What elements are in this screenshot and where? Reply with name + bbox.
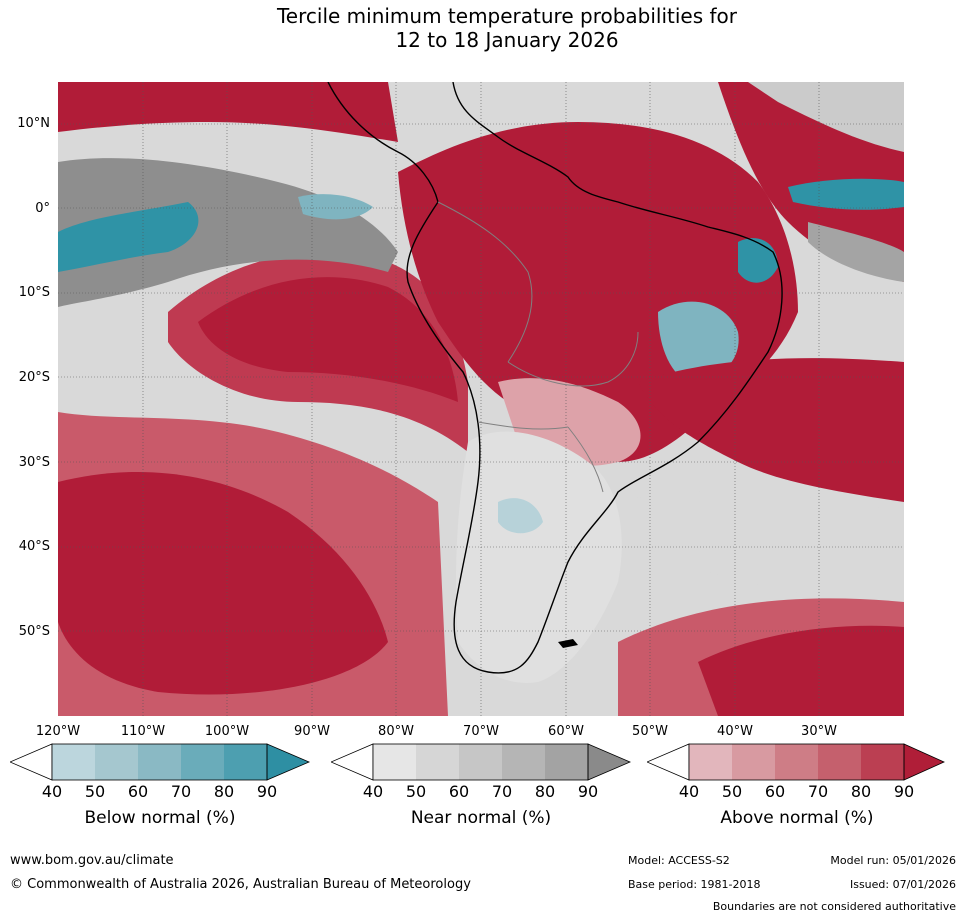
colorbar-above-title: Above normal (%) — [720, 808, 874, 828]
colorbar-below-title: Below normal (%) — [84, 808, 236, 828]
lon-label-60w: 60°W — [548, 724, 584, 739]
lon-label-50w: 50°W — [632, 724, 668, 739]
colorbar-above-high-tri — [903, 743, 945, 781]
colorbar-near-title: Near normal (%) — [410, 808, 552, 828]
colorbar-near-seg-1 — [373, 744, 416, 780]
region-above-south-atlantic — [638, 358, 904, 502]
region-below-pacific-light — [298, 194, 373, 220]
colorbar-below-seg-2 — [95, 744, 138, 780]
colorbar-below-tick: 70 — [170, 782, 192, 801]
region-below-east-pacific — [58, 202, 199, 272]
colorbar-below-tick: 90 — [256, 782, 278, 801]
colorbar-near-seg-3 — [459, 744, 502, 780]
colorbar-above-seg-3 — [775, 744, 818, 780]
title-line-1: Tercile minimum temperature probabilitie… — [276, 4, 738, 28]
falkland-islands — [558, 639, 578, 648]
colorbar-below-high-tri — [266, 743, 310, 781]
colorbar-near-seg-5 — [545, 744, 588, 780]
colorbar-near-seg-2 — [416, 744, 459, 780]
graticule — [58, 82, 904, 716]
colorbar-below-seg-4 — [181, 744, 224, 780]
colorbar-below-tick: 80 — [213, 782, 235, 801]
colorbar-below-low-tri — [10, 743, 53, 781]
region-near-south-atlantic — [618, 491, 904, 602]
probability-map[interactable] — [58, 82, 904, 716]
lon-label-100w: 100°W — [204, 724, 250, 739]
colorbar-above-tick: 50 — [721, 782, 743, 801]
colorbar-above-seg-4 — [818, 744, 861, 780]
south-america-coastline — [327, 82, 783, 674]
colorbar-near-tick: 80 — [534, 782, 556, 801]
country-borders — [437, 201, 639, 493]
colorbar-above-tick: 80 — [850, 782, 872, 801]
region-below-north-atlantic — [788, 178, 904, 210]
issued-label: Issued: 07/01/2026 — [849, 878, 956, 891]
lon-label-90w: 90°W — [294, 724, 330, 739]
colorbar-above — [647, 743, 945, 781]
colorbar-near-tick: 60 — [448, 782, 470, 801]
colorbar-near-tick: 70 — [491, 782, 513, 801]
chart-title: Tercile minimum temperature probabilitie… — [0, 4, 965, 52]
colorbar-above-tick: 90 — [893, 782, 915, 801]
colorbar-below-tick: 60 — [127, 782, 149, 801]
region-below-patagonia — [498, 498, 543, 534]
colorbar-above-low-tri — [647, 743, 690, 781]
lon-label-30w: 30°W — [801, 724, 837, 739]
colorbar-above-seg-2 — [732, 744, 775, 780]
colorbar-near-tick: 50 — [405, 782, 427, 801]
region-near-atlantic-band — [808, 222, 904, 282]
colorbar-near-low-tri — [331, 743, 374, 781]
lat-label-0: 0° — [35, 201, 50, 216]
base-period-label: Base period: 1981-2018 — [628, 878, 761, 891]
title-line-2: 12 to 18 January 2026 — [395, 28, 619, 52]
model-label: Model: ACCESS-S2 — [628, 854, 730, 867]
lon-label-120w: 120°W — [35, 724, 81, 739]
lat-label-20s: 20°S — [18, 370, 50, 385]
lat-label-10s: 10°S — [18, 285, 50, 300]
lat-label-10n: 10°N — [17, 116, 50, 131]
model-run-label: Model run: 05/01/2026 — [830, 854, 956, 867]
colorbar-above-seg-5 — [861, 744, 904, 780]
website-link[interactable]: www.bom.gov.au/climate — [10, 853, 174, 868]
lon-label-110w: 110°W — [120, 724, 166, 739]
region-near-north-atlantic — [748, 82, 904, 152]
colorbar-near — [331, 743, 631, 781]
colorbar-near-high-tri — [587, 743, 631, 781]
colorbar-near-frame — [372, 743, 589, 781]
map-canvas — [58, 82, 904, 716]
copyright-text: © Commonwealth of Australia 2026, Austra… — [10, 877, 471, 892]
lon-label-80w: 80°W — [378, 724, 414, 739]
colorbar-below-seg-3 — [138, 744, 181, 780]
colorbar-above-tick: 40 — [678, 782, 700, 801]
lat-label-50s: 50°S — [18, 624, 50, 639]
lon-label-40w: 40°W — [717, 724, 753, 739]
colorbar-above-frame — [688, 743, 905, 781]
region-above-far-south-core — [698, 625, 904, 716]
lat-label-30s: 30°S — [18, 455, 50, 470]
colorbar-below-seg-5 — [224, 744, 267, 780]
colorbar-below-tick: 50 — [84, 782, 106, 801]
colorbar-above-seg-1 — [689, 744, 732, 780]
colorbar-above-tick: 70 — [807, 782, 829, 801]
colorbar-below-frame — [51, 743, 268, 781]
colorbar-below — [10, 743, 310, 781]
lat-label-40s: 40°S — [18, 539, 50, 554]
colorbar-near-tick: 40 — [362, 782, 384, 801]
colorbar-near-tick: 90 — [577, 782, 599, 801]
disclaimer-text: Boundaries are not considered authoritat… — [712, 900, 956, 913]
colorbar-below-seg-1 — [52, 744, 95, 780]
lon-label-70w: 70°W — [463, 724, 499, 739]
colorbar-near-seg-4 — [502, 744, 545, 780]
region-above-sw-ocean-core — [58, 472, 388, 695]
colorbar-above-tick: 60 — [764, 782, 786, 801]
region-near-patagonia — [456, 431, 622, 683]
region-below-ne-brazil — [658, 301, 739, 382]
colorbar-below-tick: 40 — [41, 782, 63, 801]
region-above-pacific-core — [198, 277, 458, 402]
